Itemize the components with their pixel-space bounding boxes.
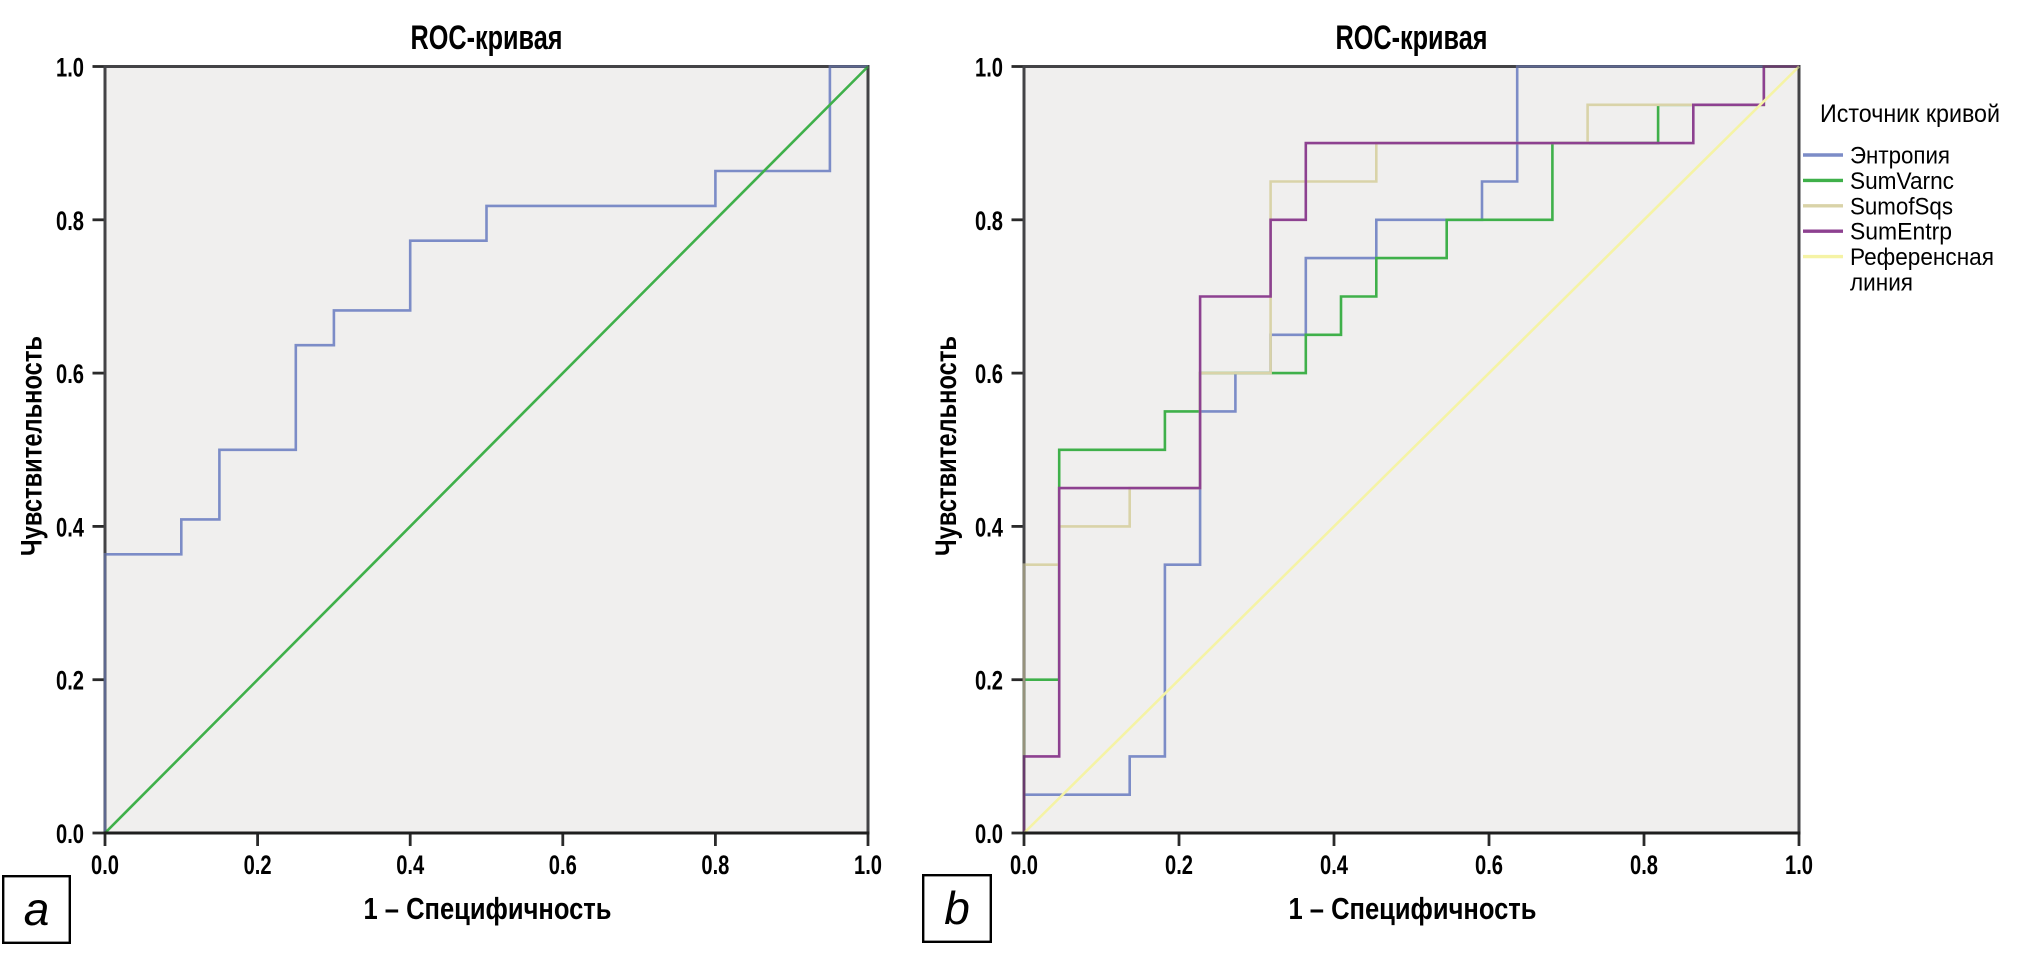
svg-text:1.0: 1.0: [56, 53, 84, 83]
svg-text:0.0: 0.0: [91, 850, 119, 880]
svg-text:ROC-кривая: ROC-кривая: [411, 19, 563, 57]
svg-text:1.0: 1.0: [975, 53, 1003, 83]
svg-text:линия: линия: [1850, 270, 1913, 297]
svg-text:Энтропия: Энтропия: [1850, 143, 1950, 170]
svg-text:0.8: 0.8: [1630, 850, 1658, 880]
svg-text:0.6: 0.6: [1475, 850, 1503, 880]
svg-text:0.2: 0.2: [975, 666, 1003, 696]
svg-text:SumVarnc: SumVarnc: [1850, 168, 1954, 195]
svg-text:0.2: 0.2: [56, 666, 84, 696]
svg-text:0.0: 0.0: [1010, 850, 1038, 880]
svg-text:0.2: 0.2: [244, 850, 272, 880]
svg-text:0.4: 0.4: [975, 512, 1003, 542]
svg-text:0.4: 0.4: [1320, 850, 1348, 880]
svg-text:ROC-кривая: ROC-кривая: [1336, 19, 1488, 57]
svg-text:0.6: 0.6: [549, 850, 577, 880]
svg-text:Чувствительность: Чувствительность: [16, 336, 49, 556]
svg-text:0.4: 0.4: [396, 850, 424, 880]
svg-text:0.0: 0.0: [56, 819, 84, 849]
svg-text:b: b: [944, 882, 970, 934]
svg-text:0.8: 0.8: [56, 206, 84, 236]
svg-text:Источник кривой: Источник кривой: [1820, 100, 2000, 128]
svg-text:SumEntrp: SumEntrp: [1850, 219, 1952, 246]
svg-text:1.0: 1.0: [854, 850, 882, 880]
svg-text:0.0: 0.0: [975, 819, 1003, 849]
svg-text:0.2: 0.2: [1165, 850, 1193, 880]
svg-text:0.6: 0.6: [56, 359, 84, 389]
svg-text:0.8: 0.8: [975, 206, 1003, 236]
svg-text:Референсная: Референсная: [1850, 244, 1994, 271]
svg-text:1 – Специфичность: 1 – Специфичность: [1289, 891, 1537, 926]
svg-text:a: a: [24, 883, 50, 935]
svg-text:0.6: 0.6: [975, 359, 1003, 389]
svg-text:1.0: 1.0: [1785, 850, 1813, 880]
svg-text:0.8: 0.8: [701, 850, 729, 880]
svg-text:1 – Специфичность: 1 – Специфичность: [364, 891, 612, 926]
svg-text:Чувствительность: Чувствительность: [930, 336, 963, 556]
svg-text:0.4: 0.4: [56, 512, 84, 542]
svg-text:SumofSqs: SumofSqs: [1850, 193, 1953, 220]
